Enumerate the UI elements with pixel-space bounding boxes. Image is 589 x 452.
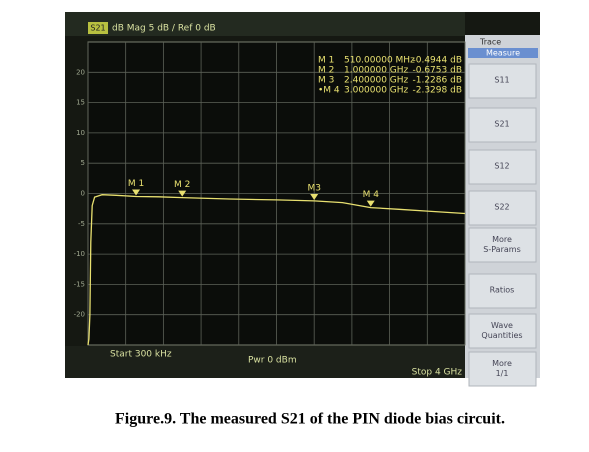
bottom-bar	[65, 346, 465, 378]
marker	[178, 190, 187, 197]
softkey-label: More 1/1	[492, 359, 512, 378]
marker-response: -0.4944 dB	[413, 56, 463, 66]
marker-stimulus: 2.400000 GHz	[344, 76, 409, 86]
marker-response: -0.6753 dB	[413, 66, 463, 76]
y-tick-label: 0	[81, 190, 85, 198]
softkey[interactable]	[468, 351, 537, 387]
y-tick-label: -15	[74, 280, 85, 288]
marker-name: •M 4	[318, 86, 340, 96]
softkey-label: Wave Quantities	[481, 321, 522, 340]
marker-tag: M 4	[363, 190, 380, 200]
trace-label: S21	[90, 24, 105, 33]
format: dB Mag 5 dB / Ref 0 dB	[112, 24, 216, 34]
softkey-label: S11	[494, 76, 509, 85]
menu-bar	[468, 48, 538, 58]
marker-stimulus: 1.000000 GHz	[344, 66, 409, 76]
marker-tag: M3	[307, 183, 321, 193]
marker-stimulus: 510.00000 MHz	[344, 56, 415, 66]
softkey-label: Ratios	[490, 286, 515, 295]
marker-name: M 2	[318, 66, 334, 76]
caption: Figure.9. The measured S21 of the PIN di…	[115, 411, 505, 428]
marker-name: M 3	[318, 76, 334, 86]
marker	[310, 193, 319, 200]
y-tick-label: 20	[76, 68, 85, 76]
softkey-label: S22	[494, 203, 509, 212]
softkey-label: S21	[494, 120, 509, 129]
softkey[interactable]	[468, 273, 537, 309]
softkey-label: S12	[494, 162, 509, 171]
softkey[interactable]	[468, 107, 537, 143]
menu-title: Measure	[486, 49, 520, 58]
softkey-title: Trace	[479, 38, 501, 47]
marker-response: -2.3298 dB	[413, 86, 463, 96]
y-tick-label: 5	[81, 159, 85, 167]
marker	[132, 189, 141, 196]
marker-tag: M 2	[174, 180, 190, 190]
softkey[interactable]	[468, 63, 537, 99]
marker-stimulus: 3.000000 GHz	[344, 86, 409, 96]
softkey[interactable]	[468, 190, 537, 226]
marker	[366, 200, 375, 207]
marker-tag: M 1	[128, 179, 144, 189]
trace-line	[87, 194, 466, 346]
top-bar	[65, 12, 465, 36]
power: Pwr 0 dBm	[248, 356, 297, 366]
marker-response: -1.2286 dB	[413, 76, 463, 86]
softkey-label: More S-Params	[483, 235, 520, 254]
y-tick-label: -5	[78, 220, 85, 228]
softkey[interactable]	[468, 313, 537, 349]
trace-tag	[88, 22, 108, 34]
softkey[interactable]	[468, 149, 537, 185]
y-tick-label: -20	[74, 311, 85, 319]
y-tick-label: -10	[74, 250, 85, 258]
marker-name: M 1	[318, 56, 334, 66]
y-tick-label: 15	[76, 99, 85, 107]
softkey[interactable]	[468, 227, 537, 263]
y-tick-label: 10	[76, 129, 85, 137]
stop: Stop 4 GHz	[412, 368, 463, 378]
start: Start 300 kHz	[110, 350, 172, 360]
